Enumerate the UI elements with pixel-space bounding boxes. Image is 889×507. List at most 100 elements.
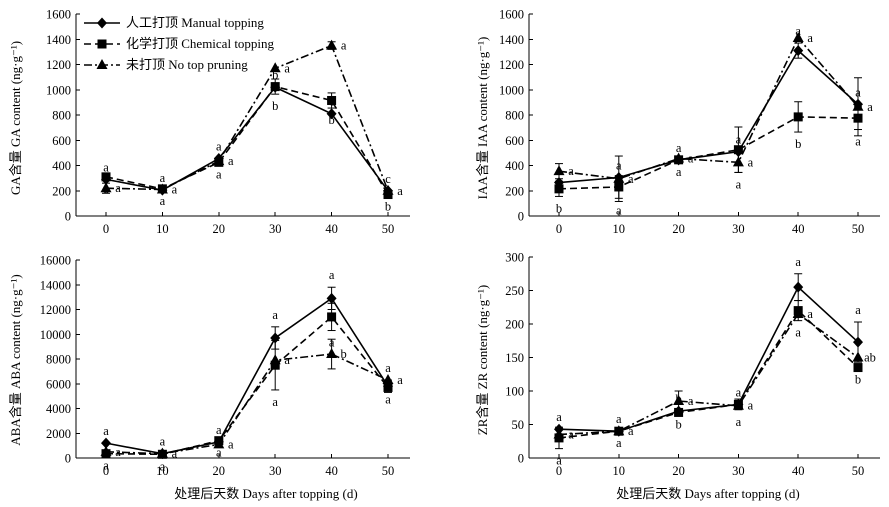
- ga-point-no-top: [213, 155, 225, 166]
- aba-sig-letter-manual: a: [160, 435, 166, 449]
- legend-swatch-manual: [84, 17, 120, 29]
- zr-ytick-label: 50: [512, 418, 525, 432]
- ga-sig-letter-chemical: b: [385, 200, 391, 214]
- ga-ytick-label: 400: [52, 159, 71, 173]
- ga-point-chemical: [101, 172, 111, 182]
- ga-point-manual: [326, 108, 337, 120]
- zr-point-manual: [793, 281, 804, 293]
- ga-sig-letter-chemical: b: [328, 113, 334, 127]
- aba-line-manual: [105, 297, 389, 455]
- panel-zr: ZR含量 ZR content (ng·g⁻¹) 050100150200250…: [475, 251, 880, 479]
- zr-xtick-label: 40: [792, 464, 805, 478]
- zr-point-no-top: [673, 395, 685, 406]
- zr-xtick-label: 10: [613, 464, 626, 478]
- ga-ytick-label: 1000: [46, 83, 71, 97]
- zr-sig-letter-chemical: b: [675, 417, 681, 431]
- iaa-ylabel: IAA含量 IAA content (ng·g⁻¹): [475, 37, 490, 200]
- aba-sig-letter-manual: a: [103, 424, 109, 438]
- iaa-line-no-top: [558, 36, 859, 180]
- iaa-sig-letter-no-top: a: [867, 100, 873, 114]
- panel-aba: ABA含量 ABA content (ng·g⁻¹) 0 2000 4000 6000…: [8, 254, 410, 478]
- iaa-point-no-top: [673, 152, 685, 163]
- ga-line-chemical: [105, 85, 389, 195]
- iaa-point-no-top: [792, 31, 804, 42]
- aba-sig-letter-chemical: a: [272, 395, 278, 409]
- zr-sig-letter-no-top: a: [568, 428, 574, 442]
- ga-xtick-label: 0: [103, 222, 109, 236]
- zr-xtick-label: 20: [672, 464, 685, 478]
- ga-ticks: 0 200 400 600 800 1000 1200 1400 1600 0 10 20 30 40 50: [46, 8, 394, 237]
- ga-point-no-top: [382, 184, 394, 195]
- aba-point-chemical: [327, 312, 337, 322]
- iaa-sig-letter-chemical: b: [795, 137, 801, 151]
- aba-ytick-label: 2000: [46, 427, 71, 441]
- ga-point-chemical: [327, 95, 337, 105]
- aba-point-manual: [326, 292, 337, 304]
- aba-sig-letter-manual: a: [216, 423, 222, 437]
- iaa-ytick-label: 800: [505, 109, 524, 123]
- ga-xtick-label: 10: [156, 222, 169, 236]
- aba-point-manual: [101, 437, 111, 449]
- iaa-line-chemical: [558, 116, 859, 190]
- zr-sig-letter-manual: a: [855, 303, 861, 317]
- zr-ytick-label: 250: [505, 284, 524, 298]
- ga-sig-letter-manual: a: [103, 160, 109, 174]
- legend-label-chemical: 化学打顶 Chemical topping: [126, 36, 275, 51]
- ga-sig-letter-no-top: a: [341, 39, 347, 53]
- legend-marker-manual: [97, 17, 107, 29]
- zr-point-chemical: [674, 407, 684, 417]
- aba-point-no-top: [382, 374, 394, 385]
- iaa-axes: [528, 14, 880, 217]
- iaa-xtick-label: 0: [556, 222, 562, 236]
- aba-sig-letter-no-top: a: [284, 353, 290, 367]
- zr-line-chemical: [558, 309, 859, 439]
- iaa-point-chemical: [793, 112, 803, 122]
- zr-sig-letter-manual: a: [795, 255, 801, 269]
- zr-sig-letter-manual: a: [736, 385, 742, 399]
- zr-series-chemical: aab aab: [554, 300, 863, 468]
- iaa-ytick-label: 1200: [499, 58, 524, 72]
- ga-series-chemical: aaabbb: [101, 78, 393, 214]
- iaa-xtick-label: 20: [672, 222, 685, 236]
- aba-xtick-label: 30: [269, 464, 282, 478]
- legend-swatch-no-top: [84, 59, 120, 69]
- legend-item-chemical: 化学打顶 Chemical topping: [84, 36, 275, 51]
- x-axis-label-left: 处理后天数 Days after topping (d): [174, 486, 357, 501]
- iaa-sig-letter-no-top: a: [628, 172, 634, 186]
- ga-xtick-label: 30: [269, 222, 282, 236]
- iaa-sig-letter-no-top: a: [807, 31, 813, 45]
- ga-xtick-label: 20: [213, 222, 226, 236]
- ga-sig-letter-chemical: b: [272, 99, 278, 113]
- zr-ticks: 0 50 100 150 200 250 300 0 10 20 30 40 50: [505, 251, 864, 479]
- aba-sig-letter-no-top: a: [397, 373, 403, 387]
- aba-sig-letter-no-top: a: [115, 445, 121, 459]
- aba-xtick-label: 50: [382, 464, 395, 478]
- aba-xtick-label: 10: [156, 464, 169, 478]
- ga-sig-letter-no-top: a: [284, 61, 290, 75]
- zr-sig-letter-no-top: ab: [864, 351, 876, 365]
- ga-ytick-label: 200: [52, 184, 71, 198]
- iaa-point-no-top: [553, 165, 565, 176]
- iaa-point-chemical: [554, 184, 564, 194]
- ga-series: aaabccaaabbbaaaaaa: [100, 39, 403, 214]
- aba-sig-letter-no-top: a: [228, 437, 234, 451]
- aba-line-chemical: [105, 315, 389, 456]
- aba-ytick-label: 16000: [40, 254, 71, 268]
- iaa-xtick-label: 50: [852, 222, 865, 236]
- ga-ylabel: GA含量 GA content (ng·g⁻¹): [8, 41, 23, 195]
- zr-sig-letter-manual: a: [556, 410, 562, 424]
- zr-xtick-label: 30: [732, 464, 745, 478]
- aba-xtick-label: 0: [103, 464, 109, 478]
- zr-sig-letter-chemical: a: [616, 436, 622, 450]
- aba-series-no-top: a aaa ba: [100, 338, 403, 461]
- aba-ytick-label: 4000: [46, 402, 71, 416]
- ga-point-no-top: [326, 39, 338, 50]
- iaa-ytick-label: 1600: [499, 8, 524, 22]
- iaa-xtick-label: 40: [792, 222, 805, 236]
- aba-point-chemical: [383, 382, 393, 392]
- ga-sig-letter-chemical: a: [160, 194, 166, 208]
- aba-ytick-label: 12000: [40, 303, 71, 317]
